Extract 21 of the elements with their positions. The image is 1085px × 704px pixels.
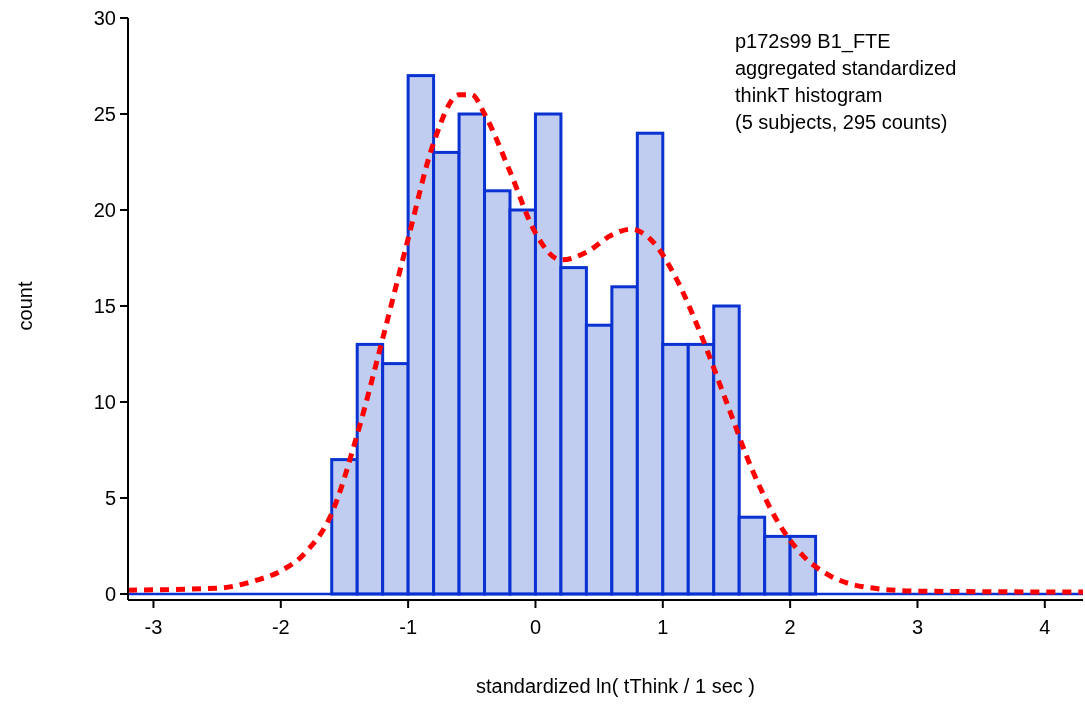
x-tick-label: 2	[784, 616, 796, 638]
annotation: (5 subjects, 295 counts)	[735, 111, 948, 133]
y-tick-label: 15	[93, 295, 116, 317]
y-tick-label: 20	[93, 199, 116, 221]
y-tick-label: 5	[104, 487, 116, 509]
y-tick-label: 10	[93, 391, 116, 413]
x-tick-label: 4	[1039, 616, 1051, 638]
x-tick-label: 1	[657, 616, 669, 638]
y-tick-label: 0	[104, 583, 116, 605]
x-axis-title: standardized ln( tThink / 1 sec )	[475, 675, 756, 697]
annotation: p172s99 B1_FTE	[735, 30, 891, 53]
annotation: thinkT histogram	[735, 84, 883, 106]
x-tick-label: -3	[144, 616, 163, 638]
x-tick-label: -1	[399, 616, 418, 638]
y-tick-label: 25	[93, 103, 116, 125]
y-tick-label: 30	[93, 7, 116, 29]
x-tick-label: 0	[529, 616, 542, 638]
x-tick-label: -2	[271, 616, 290, 638]
annotation: aggregated standardized	[735, 57, 957, 79]
x-tick-label: 3	[911, 616, 924, 638]
y-axis-title: count	[14, 281, 36, 331]
